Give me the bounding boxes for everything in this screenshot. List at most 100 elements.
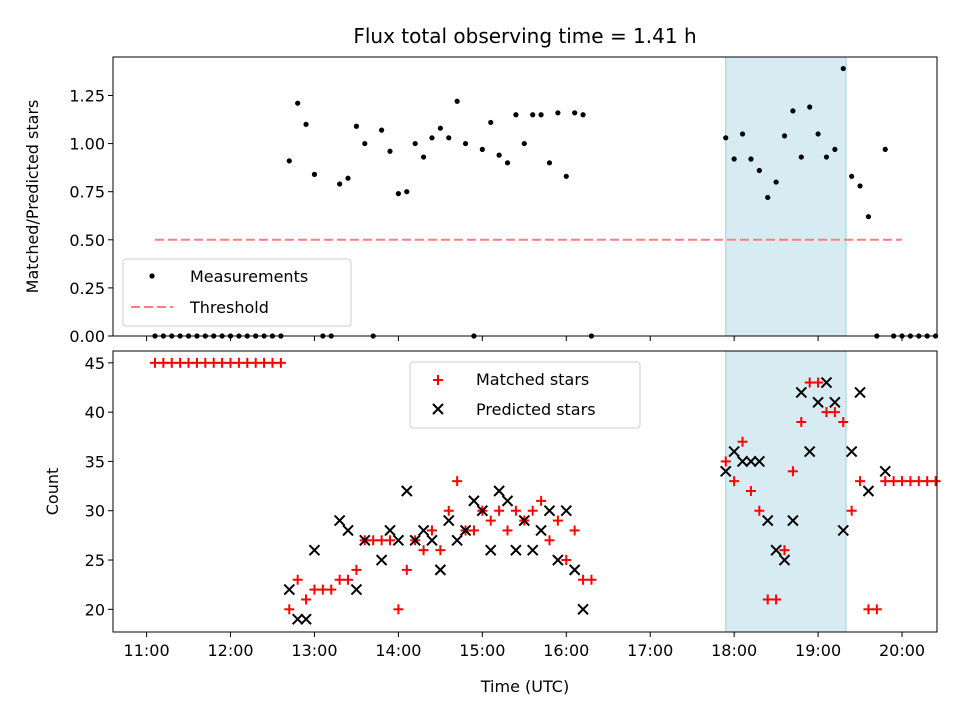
measurement-point [437, 125, 443, 131]
matched-star-point [284, 604, 295, 615]
matched-star-point [569, 525, 580, 536]
legend-marker-matched [433, 375, 443, 385]
matched-star-point [435, 545, 446, 556]
matched-star-point [233, 357, 244, 368]
measurement-point [353, 123, 360, 129]
legend-label-predicted: Predicted stars [476, 400, 596, 419]
matched-star-point [905, 476, 916, 487]
x-tick-label: 20:00 [879, 641, 925, 660]
predicted-star-point [728, 445, 740, 458]
x-tick-label: 15:00 [459, 641, 505, 660]
predicted-star-point [401, 485, 413, 497]
legend-label-threshold: Threshold [189, 298, 269, 317]
predicted-star-point [820, 376, 833, 389]
matched-star-point [544, 535, 555, 546]
bottom-legend: Matched stars Predicted stars [409, 361, 641, 429]
measurement-point [555, 110, 561, 116]
y-tick-label: 20 [85, 600, 105, 619]
predicted-star-point [803, 445, 816, 458]
measurement-point [479, 146, 485, 152]
measurement-point [337, 181, 343, 187]
matched-star-point [452, 476, 463, 487]
measurement-point [404, 189, 410, 195]
measurement-point [849, 173, 855, 179]
matched-star-point [880, 476, 891, 487]
x-axis-label: Time (UTC) [480, 677, 569, 696]
matched-star-point [779, 545, 790, 556]
predicted-star-point [493, 485, 505, 497]
matched-star-point [930, 476, 941, 487]
predicted-star-point [770, 544, 782, 556]
measurement-point [773, 179, 779, 185]
matched-star-point [376, 535, 387, 546]
x-tick-label: 16:00 [543, 641, 589, 660]
y-tick-label: 0.75 [69, 183, 105, 202]
predicted-star-point [745, 455, 757, 468]
predicted-star-point [577, 603, 589, 616]
matched-star-point [745, 486, 756, 497]
measurement-point [781, 133, 788, 139]
predicted-star-point [552, 554, 564, 566]
top-x-ticks [146, 336, 903, 341]
matched-star-point [502, 525, 513, 536]
predicted-star-point [476, 505, 489, 517]
predicted-star-point [409, 534, 421, 547]
predicted-star-point [778, 554, 791, 566]
bottom-x-ticks: 11:00 12:00 13:00 14:00 15:00 16:00 17:00 18:00… [124, 632, 925, 660]
predicted-star-point [300, 613, 312, 625]
x-tick-label: 14:00 [375, 641, 421, 660]
matched-star-point [485, 515, 496, 526]
measurement-point [295, 100, 301, 106]
x-tick-label: 18:00 [711, 641, 757, 660]
predicted-star-point [787, 514, 799, 527]
predicted-star-point [812, 396, 824, 408]
y-tick-label: 25 [85, 551, 105, 570]
predicted-star-point [291, 613, 304, 625]
measurement-point [815, 131, 821, 137]
matched-star-point [821, 407, 832, 418]
matched-star-point [729, 476, 740, 487]
measurement-points [152, 65, 939, 339]
matched-star-point [561, 555, 572, 566]
y-tick-label: 0.00 [69, 327, 105, 346]
predicted-star-point [426, 534, 438, 547]
matched-star-point [200, 357, 211, 368]
measurement-point [572, 110, 578, 116]
matched-star-point [368, 535, 379, 546]
measurement-point [840, 65, 846, 72]
matched-star-point [426, 525, 437, 536]
matched-star-point [301, 594, 312, 605]
predicted-star-point [837, 524, 849, 537]
matched-star-point [888, 476, 899, 487]
matched-star-point [855, 476, 866, 487]
predicted-star-point [518, 514, 531, 527]
predicted-star-point [451, 534, 463, 547]
matched-star-point [384, 535, 395, 546]
predicted-star-point [384, 524, 396, 537]
top-highlight-span [725, 56, 847, 337]
measurement-point [823, 154, 830, 160]
measurement-point [311, 171, 318, 177]
x-tick-label: 19:00 [795, 641, 841, 660]
predicted-star-point [468, 495, 480, 507]
matched-star-point [586, 574, 597, 585]
measurement-point [765, 194, 771, 201]
y-tick-label: 0.25 [69, 279, 105, 298]
measurement-point [857, 183, 863, 189]
predicted-star-point [862, 485, 875, 497]
matched-star-point [351, 564, 362, 575]
matched-star-point [183, 357, 194, 368]
legend-label-matched: Matched stars [476, 370, 589, 389]
y-tick-label: 35 [85, 452, 105, 471]
x-tick-label: 12:00 [207, 641, 253, 660]
top-y-axis-label: Matched/Predicted stars [23, 100, 42, 294]
predicted-star-point [829, 396, 841, 408]
bottom-y-ticks: 20 25 30 35 40 45 [85, 354, 113, 619]
predicted-star-point [879, 465, 891, 477]
measurement-point [488, 119, 494, 126]
legend-marker-predicted [432, 403, 444, 415]
measurement-point [865, 214, 872, 220]
matched-star-point [242, 357, 253, 368]
measurement-point [546, 160, 553, 166]
